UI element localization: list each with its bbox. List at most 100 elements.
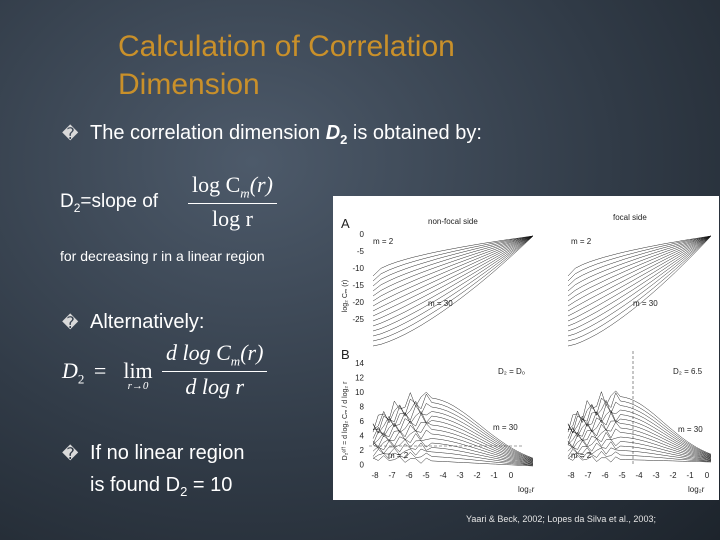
panel-a-curve xyxy=(372,235,534,302)
panel-b-curve xyxy=(567,447,712,462)
b-y-tick-label: 6 xyxy=(360,417,365,426)
correlation-figure: A B non-focal side focal side m = 2 m = … xyxy=(333,196,719,500)
bullet-icon: � xyxy=(62,446,79,463)
panel-a-curve xyxy=(567,235,712,297)
panel-b-curve xyxy=(567,412,712,458)
formula2-lhs: D2 = xyxy=(62,358,110,387)
citation: Yaari & Beck, 2002; Lopes da Silva et al… xyxy=(466,514,656,524)
a-y-ticks: 0 -5 -10 -15 -20 -25 xyxy=(352,230,364,324)
fraction1-denominator: log r xyxy=(211,206,253,232)
figure-svg: A B non-focal side focal side m = 2 m = … xyxy=(341,213,712,494)
x-tick-label-left: 0 xyxy=(509,471,514,480)
panel-b-curve xyxy=(372,433,534,464)
a-y-tick-label: -20 xyxy=(352,298,364,307)
bullet1-d2-symbol: D xyxy=(325,122,341,144)
panel-b-curve xyxy=(372,420,534,462)
a-y-tick-label: -25 xyxy=(352,315,364,324)
panel-a-curve xyxy=(567,235,712,302)
panel-b-curve xyxy=(372,411,534,461)
x-tick-label-left: -8 xyxy=(371,471,379,480)
panel-b-curve xyxy=(567,392,712,455)
panel-a-curve xyxy=(372,235,534,332)
xlabel-right: log₂r xyxy=(688,485,705,494)
bullet3-line2: is found D xyxy=(90,474,181,496)
panel-b-curve xyxy=(372,447,534,466)
bullet3-sub: 2 xyxy=(180,484,188,499)
panel-b-curve xyxy=(567,390,712,455)
bullet3-line1: If no linear region xyxy=(90,442,245,464)
panel-b-curve xyxy=(567,454,712,463)
a-m2-left: m = 2 xyxy=(373,237,394,246)
panel-a-curve xyxy=(372,235,534,337)
x-tick-label-right: -7 xyxy=(584,471,592,480)
b-m2-left: m = 2 xyxy=(388,451,409,460)
panel-a-curve xyxy=(567,235,712,317)
panel-a-curve xyxy=(372,235,534,277)
panel-a-curve xyxy=(567,235,712,337)
x-tick-label-left: -1 xyxy=(490,471,498,480)
panel-a-curve xyxy=(372,235,534,282)
fraction1-num-sub: m xyxy=(240,185,250,201)
slope-fraction: log Cm(r) log r xyxy=(188,172,277,232)
slope-d: D xyxy=(60,191,74,212)
panel-a-curve xyxy=(567,235,712,287)
bullet-icon: � xyxy=(62,126,79,143)
bullet-no-linear-region: � If no linear region is found D2 = 10 xyxy=(62,438,245,507)
panel-b-curve xyxy=(567,451,712,462)
formula2-eq: = xyxy=(93,358,107,383)
bullet-alternatively: � Alternatively: xyxy=(62,311,205,334)
x-tick-label-left: -4 xyxy=(439,471,447,480)
panel-a-curve xyxy=(372,235,534,342)
panel-a-curve xyxy=(567,235,712,307)
a-ylabel: log₂ Cₘ (r) xyxy=(342,280,349,312)
a-y-tick-label: -15 xyxy=(352,281,364,290)
panel-b-curve xyxy=(372,439,534,465)
b-y-tick-label: 2 xyxy=(360,446,365,455)
slope-sub: 2 xyxy=(73,200,81,215)
fraction1-num-text: log C xyxy=(192,172,241,197)
formula2-numerator: d log Cm(r) xyxy=(162,340,268,373)
formula2-num-text: d log C xyxy=(166,340,231,365)
panel-b-curve xyxy=(567,441,712,461)
panel-a-curve xyxy=(567,235,712,282)
bullet-icon: � xyxy=(62,315,79,332)
panel-b-curve xyxy=(372,451,534,466)
formula2-fraction: d log Cm(r) d log r xyxy=(162,340,268,400)
panel-b-curve xyxy=(567,399,712,456)
formula2-lim-block: lim r→0 xyxy=(116,358,160,392)
panel-b-curve xyxy=(567,419,712,458)
x-tick-label-right: -1 xyxy=(686,471,694,480)
panel-b-curve xyxy=(567,404,712,457)
slide-title: Calculation of Correlation Dimension xyxy=(118,28,678,104)
panel-b-curve xyxy=(372,442,534,465)
panel-b-curve xyxy=(567,409,712,457)
panel-b-curve xyxy=(372,405,534,461)
x-tick-label-right: 0 xyxy=(705,471,710,480)
formula2-num-sub: m xyxy=(230,353,241,369)
figure-curves xyxy=(372,235,712,467)
b-y-tick-label: 12 xyxy=(355,374,364,383)
panel-b-curve xyxy=(372,423,534,463)
panel-a-curve xyxy=(372,235,534,287)
slope-label: D2=slope of xyxy=(60,191,158,215)
panel-a-curve xyxy=(567,235,712,347)
formula2-denominator: d log r xyxy=(185,374,245,400)
xlabel-left: log₂r xyxy=(518,485,535,494)
x-tick-label-right: -8 xyxy=(567,471,575,480)
b-y-tick-label: 14 xyxy=(355,359,364,368)
x-tick-label-right: -6 xyxy=(601,471,609,480)
x-tick-label-left: -5 xyxy=(422,471,430,480)
formula2-num-arg: (r) xyxy=(240,340,264,365)
bullet-correlation-dimension: � The correlation dimension D2 is obtaine… xyxy=(62,122,482,147)
panel-b-curve xyxy=(567,431,712,460)
panel-a-curve xyxy=(372,235,534,347)
x-tick-label-left: -2 xyxy=(473,471,481,480)
panel-a-curve xyxy=(567,235,712,322)
a-y-tick-label: -5 xyxy=(357,247,365,256)
b-m30-left: m = 30 xyxy=(493,423,518,432)
panel-a-curve xyxy=(567,235,712,312)
linear-region-note: for decreasing r in a linear region xyxy=(60,248,265,264)
bullet1-text-after: is obtained by: xyxy=(347,122,482,144)
b-y-tick-label: 4 xyxy=(360,432,365,441)
title-line-2: Dimension xyxy=(118,68,260,101)
